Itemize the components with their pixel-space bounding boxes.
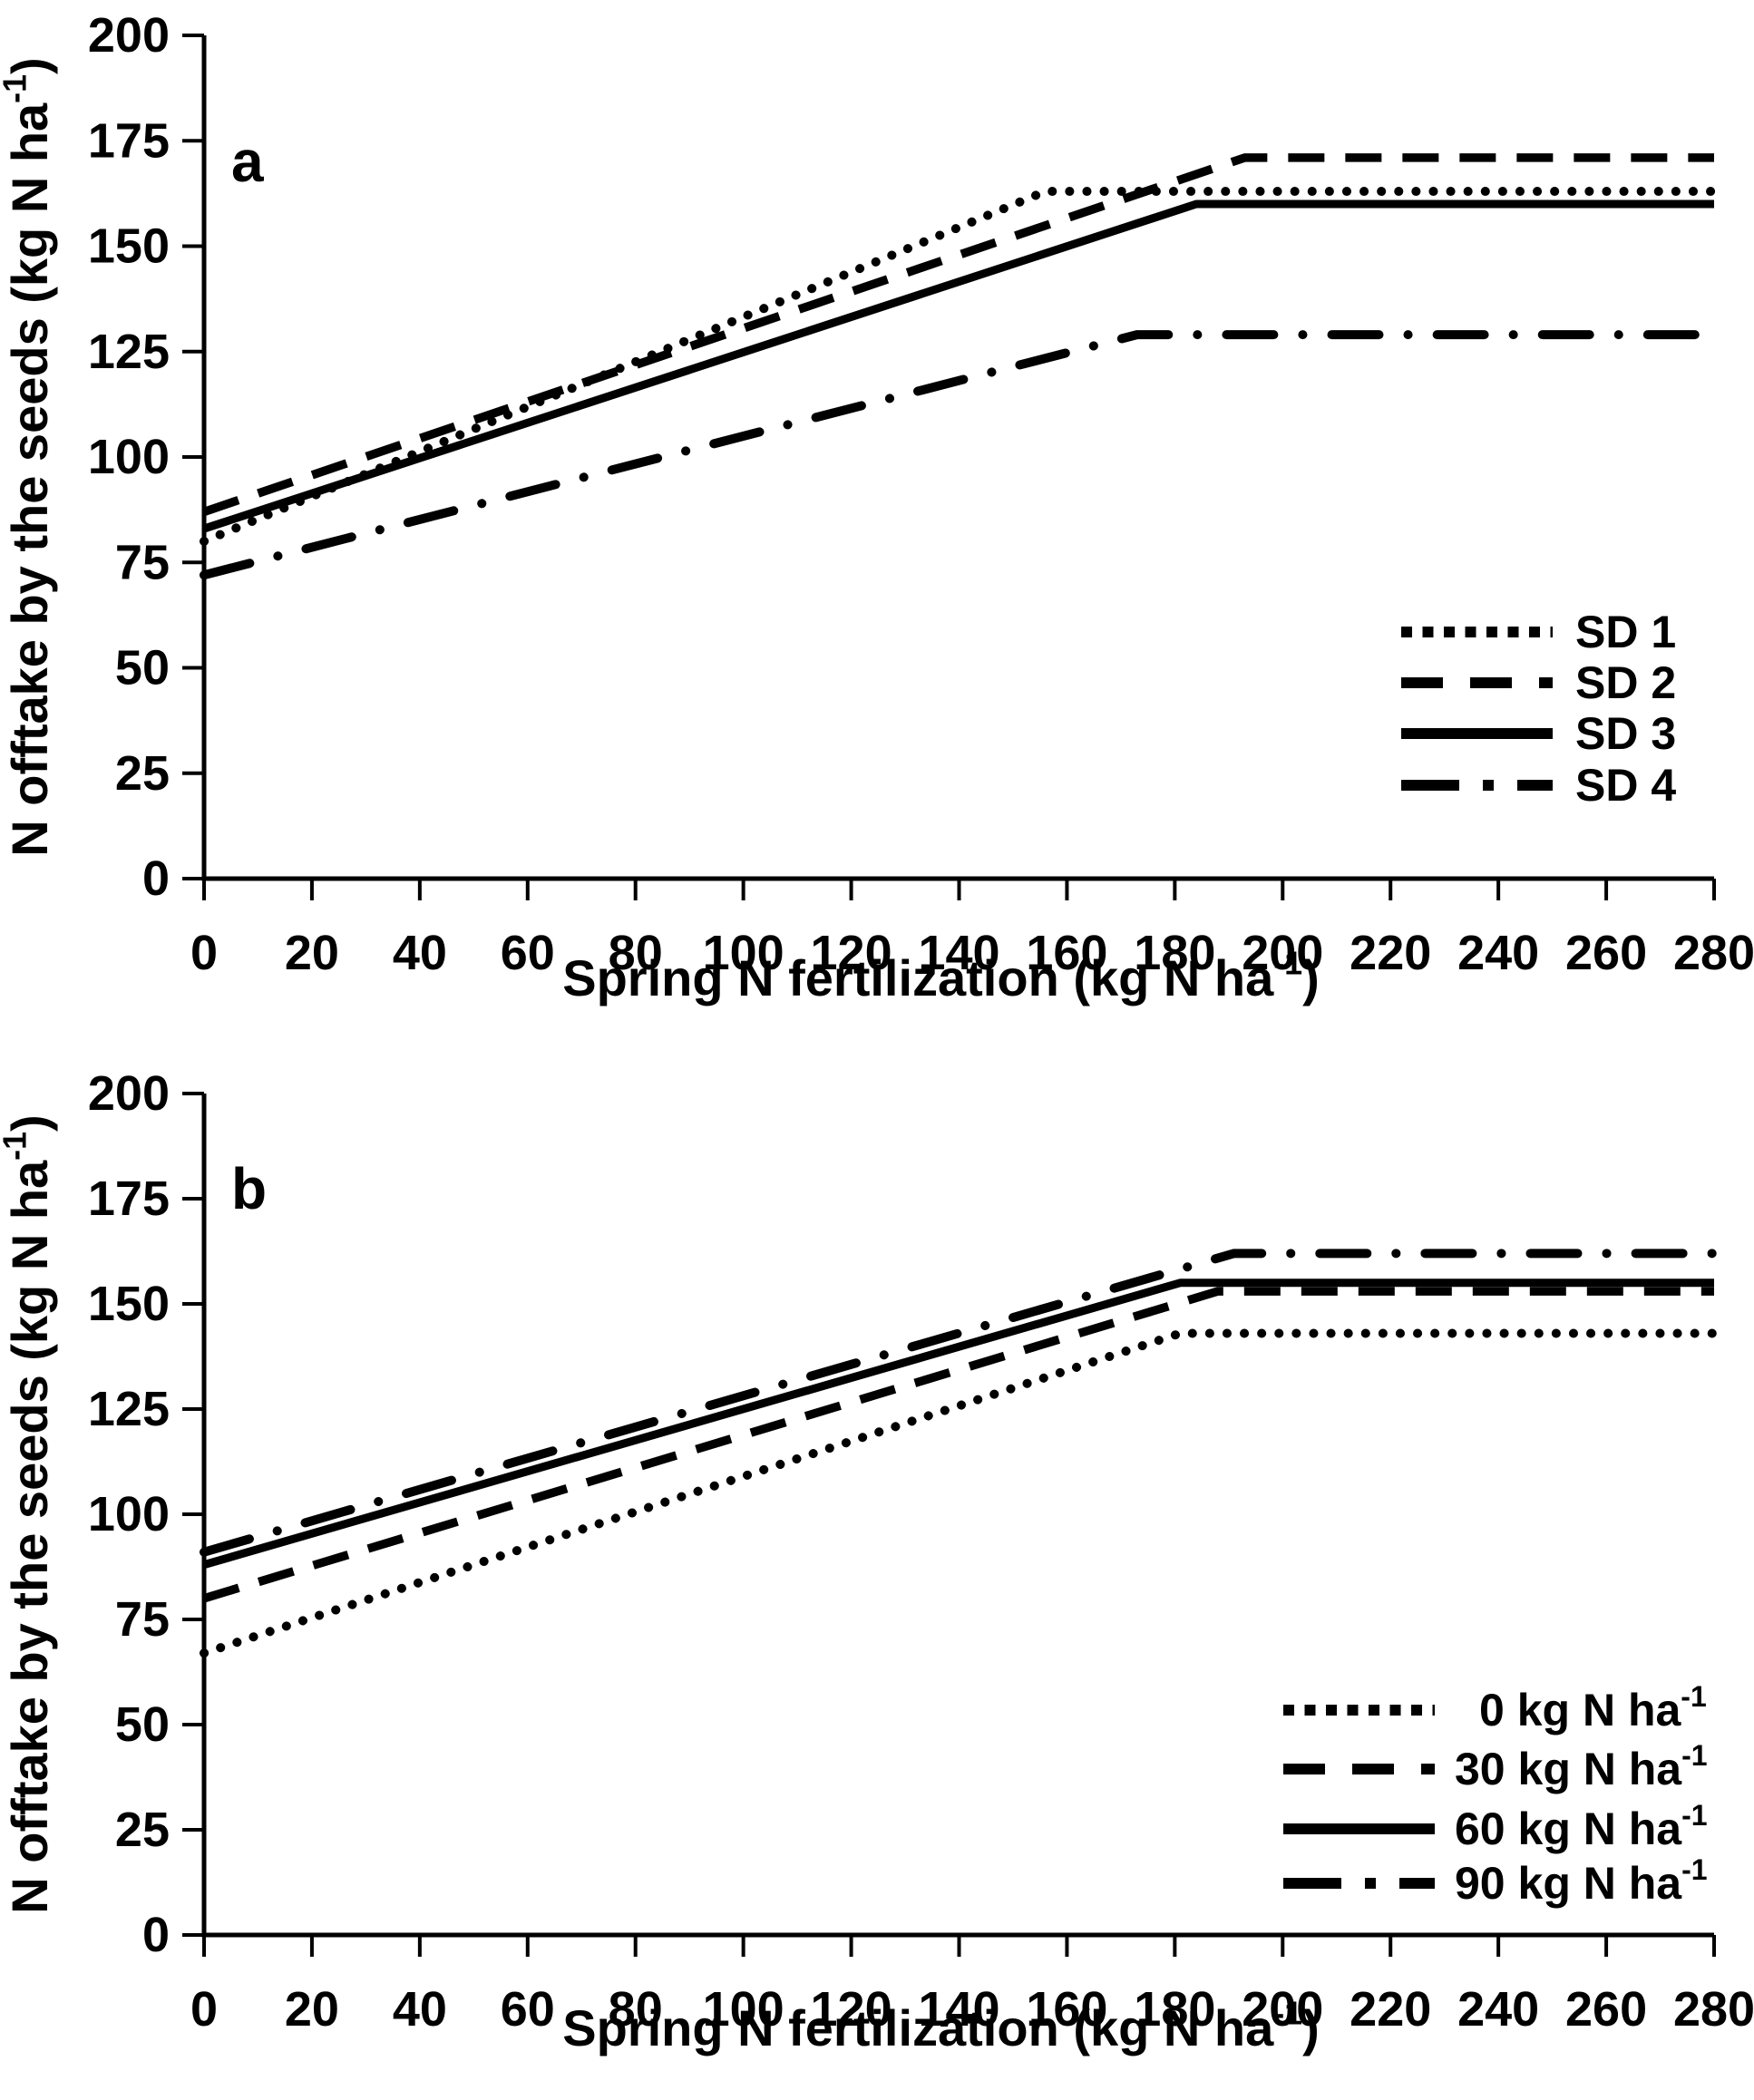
x-tick-label: 20 (285, 926, 339, 980)
y-tick-label: 175 (88, 1172, 170, 1226)
x-tick-label: 100 (703, 1982, 784, 2037)
legend-label: SD 2 (1575, 657, 1676, 708)
x-tick-label: 240 (1457, 1982, 1539, 2037)
y-tick-label: 75 (115, 1592, 170, 1647)
series-line-solid (202, 1278, 1714, 1570)
y-tick-label: 125 (88, 325, 170, 379)
panel-letter: b (231, 1156, 267, 1221)
y-tick-label: 100 (88, 430, 170, 484)
legend-label: 30 kg N ha-1 (1455, 1739, 1708, 1794)
series-line-dashed (202, 1287, 1714, 1603)
y-tick-label: 200 (88, 8, 170, 63)
legend-label: SD 4 (1575, 760, 1676, 811)
x-tick-label: 100 (703, 926, 784, 980)
x-tick-label: 0 (190, 926, 218, 980)
x-tick-label: 260 (1565, 1982, 1647, 2037)
legend-label: 90 kg N ha-1 (1455, 1853, 1708, 1909)
x-tick-label: 200 (1242, 926, 1323, 980)
y-tick-label: 150 (88, 1277, 170, 1331)
x-tick-label: 220 (1350, 926, 1431, 980)
legend-label: 0 kg N ha-1 (1479, 1680, 1707, 1735)
y-tick-label: 125 (88, 1382, 170, 1436)
series-line-dashed (202, 153, 1714, 516)
x-tick-label: 260 (1565, 926, 1647, 980)
y-tick-label: 50 (115, 641, 170, 695)
x-tick-label: 220 (1350, 1982, 1431, 2037)
x-axis-title: Spring N fertilization (kg N ha-1) (562, 1995, 1320, 2056)
x-axis-title: Spring N fertilization (kg N ha-1) (562, 945, 1320, 1006)
y-axis-title: N offtake by the seeds (kg N ha-1) (0, 1114, 58, 1913)
x-tick-label: 120 (811, 926, 892, 980)
chart-a-svg: 0 25 50 75 100 125 150 175 200 0 20 40 60 80 100 120 140… (0, 8, 1754, 1006)
y-tick-label: 150 (88, 219, 170, 274)
x-tick-label: 200 (1242, 1982, 1323, 2037)
y-tick-label: 75 (115, 535, 170, 589)
x-tick-label: 80 (609, 1982, 663, 2037)
y-tick-label: 25 (115, 746, 170, 801)
panel-a: 0 25 50 75 100 125 150 175 200 0 20 40 60 80 100 120 140… (0, 8, 1754, 1006)
x-tick-label: 60 (501, 926, 555, 980)
y-axis-title: N offtake by the seeds (kg N ha-1) (0, 57, 58, 856)
legend-label: 60 kg N ha-1 (1455, 1799, 1708, 1854)
x-tick-label: 280 (1673, 926, 1754, 980)
x-tick-label: 60 (501, 1982, 555, 2037)
x-tick-label: 240 (1457, 926, 1539, 980)
x-tick-label: 120 (811, 1982, 892, 2037)
y-tick-label: 200 (88, 1066, 170, 1121)
series-line-dotted (200, 1328, 1719, 1658)
x-tick-label: 280 (1673, 1982, 1754, 2037)
y-tick-label: 100 (88, 1487, 170, 1541)
x-tick-label: 180 (1134, 926, 1215, 980)
series-line-dotted (200, 187, 1719, 546)
panel-b: 0 25 50 75 100 125 150 175 200 0 20 40 60 80 100 120 140… (0, 1050, 1754, 2100)
panel-letter: a (231, 129, 264, 194)
y-tick-label: 0 (142, 1908, 170, 1962)
x-tick-label: 0 (190, 1982, 218, 2037)
series-line-dashdot (200, 330, 1719, 580)
y-tick-label: 175 (88, 113, 170, 168)
chart-b-svg: 0 25 50 75 100 125 150 175 200 0 20 40 60 80 100 120 140… (0, 1066, 1754, 2056)
x-tick-label: 20 (285, 1982, 339, 2037)
x-tick-label: 160 (1026, 926, 1107, 980)
y-tick-label: 25 (115, 1803, 170, 1857)
x-tick-label: 40 (393, 926, 447, 980)
x-tick-label: 40 (393, 1982, 447, 2037)
x-tick-label: 160 (1026, 1982, 1107, 2037)
x-tick-label: 80 (609, 926, 663, 980)
y-tick-label: 50 (115, 1697, 170, 1752)
series-line-solid (202, 199, 1714, 533)
x-tick-label: 140 (918, 1982, 999, 2037)
series-line-dashdot (200, 1249, 1719, 1557)
y-tick-label: 0 (142, 851, 170, 906)
legend-label: SD 3 (1575, 708, 1676, 759)
x-tick-label: 180 (1134, 1982, 1215, 2037)
legend-label: SD 1 (1575, 607, 1676, 657)
x-tick-label: 140 (918, 926, 999, 980)
